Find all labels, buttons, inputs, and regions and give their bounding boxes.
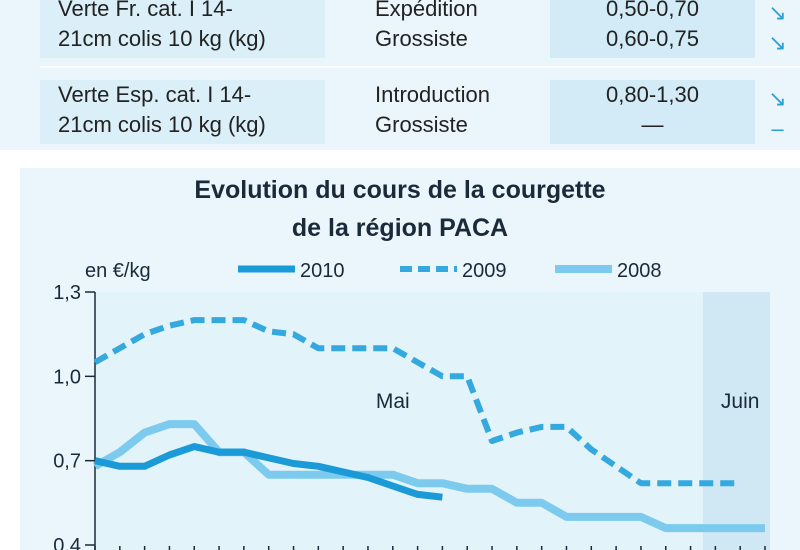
product-cell: Verte Esp. cat. I 14- 21cm colis 10 kg (… [40,80,325,144]
y-tick-label: 0,4 [53,535,81,550]
series-line-2008 [93,420,765,533]
trend-down-icon: ↘ [768,0,787,25]
trend-down-icon: ↘ [768,30,787,55]
series-line-2010 [94,443,443,501]
month-label: Juin [721,390,760,413]
chart-subtitle: de la région PACA [291,214,509,242]
stage-label: Grossiste [375,26,468,51]
month-label: Mai [376,390,410,413]
plot-area [95,292,770,550]
trend-stable-icon: – [771,116,784,141]
stage-cell: Introduction Grossiste [375,80,575,140]
stage-label: Introduction [375,82,490,107]
june-band [702,292,770,550]
stage-label: Expédition [375,0,478,21]
y-axis-label: en €/kg [85,260,151,282]
product-line: 21cm colis 10 kg (kg) [58,112,266,137]
stage-cell: Expédition Grossiste [375,0,575,54]
y-tick-label: 1,0 [53,366,81,388]
legend-label: 2009 [462,260,507,282]
trend-cell: ↘ ↘ [755,0,800,58]
product-cell: Verte Fr. cat. I 14- 21cm colis 10 kg (k… [40,0,325,58]
product-line: Verte Esp. cat. I 14- [58,82,252,107]
trend-down-icon: ↘ [768,86,787,111]
y-tick-label: 1,3 [53,282,81,304]
trend-cell: ↘ – [755,84,800,144]
price-value: 0,60-0,75 [606,26,699,51]
chart-title: Evolution du cours de la courgette [194,176,606,204]
table-row: Verte Esp. cat. I 14- 21cm colis 10 kg (… [40,80,800,144]
price-cell: 0,50-0,70 0,60-0,75 [550,0,755,58]
table-row: Verte Fr. cat. I 14- 21cm colis 10 kg (k… [40,0,800,58]
series-line-2009 [93,317,741,487]
product-line: 21cm colis 10 kg (kg) [58,26,266,51]
y-tick-label: 0,7 [53,451,81,473]
price-value: 0,50-0,70 [606,0,699,21]
price-table: Verte Fr. cat. I 14- 21cm colis 10 kg (k… [0,0,800,150]
legend-label: 2008 [617,260,662,282]
price-value: — [641,112,664,137]
stage-label: Grossiste [375,112,468,137]
legend-label: 2010 [300,260,345,282]
price-value: 0,80-1,30 [606,82,699,107]
price-cell: 0,80-1,30 — [550,80,755,144]
product-line: Verte Fr. cat. I 14- [58,0,233,21]
row-divider [40,66,800,68]
